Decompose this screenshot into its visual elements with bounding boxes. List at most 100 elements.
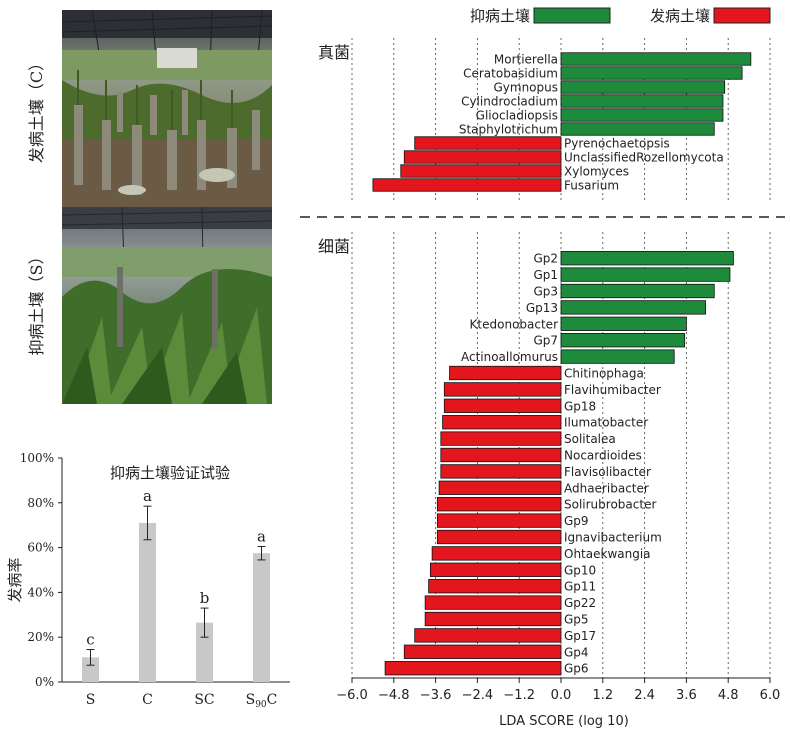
lda-bar-label: Fusarium bbox=[564, 179, 619, 193]
incidence-y-tick-label: 80% bbox=[27, 496, 54, 510]
lda-bar bbox=[384, 661, 562, 676]
lda-bar bbox=[440, 431, 562, 446]
label-suppressive-photo: 抑病土壤（S） bbox=[27, 248, 46, 356]
lda-x-tick-label: −3.6 bbox=[420, 688, 452, 703]
incidence-significance-letter: a bbox=[143, 487, 152, 505]
incidence-bar bbox=[196, 622, 213, 682]
lda-bar-label: Ilumatobacter bbox=[564, 416, 648, 430]
lda-bar-label: Actinoallomurus bbox=[461, 350, 558, 364]
incidence-y-tick-label: 100% bbox=[20, 451, 54, 465]
legend-conducive-label: 发病土壤 bbox=[650, 7, 710, 25]
lda-x-tick-label: −4.8 bbox=[378, 688, 410, 703]
lda-x-tick-label: 6.0 bbox=[760, 688, 781, 703]
lda-bar-label: Gp3 bbox=[533, 285, 558, 299]
lda-bar bbox=[438, 480, 562, 495]
incidence-y-tick-label: 40% bbox=[27, 585, 54, 599]
lda-bar-label: Gp9 bbox=[564, 514, 589, 528]
lda-bar-label: Gp6 bbox=[564, 662, 589, 676]
lda-x-tick-label: 0.0 bbox=[551, 688, 572, 703]
lda-bar bbox=[414, 136, 562, 150]
lda-bar bbox=[436, 513, 562, 528]
incidence-x-tick-label: C bbox=[142, 692, 153, 708]
lda-bar-label: Ohtaekwangia bbox=[564, 547, 651, 561]
lda-bar bbox=[436, 529, 562, 545]
lda-bar bbox=[560, 122, 715, 136]
lda-x-tick-label: 2.4 bbox=[634, 688, 655, 703]
lda-bar-label: Gp11 bbox=[564, 580, 596, 594]
lda-bar bbox=[424, 611, 562, 627]
lda-bar bbox=[443, 382, 562, 397]
lda-bar-label: Staphylotrichum bbox=[459, 123, 558, 137]
legend-conducive-swatch bbox=[713, 7, 771, 24]
incidence-y-tick-label: 20% bbox=[27, 630, 54, 644]
lda-bar bbox=[414, 628, 562, 643]
lda-x-tick-label: −1.2 bbox=[503, 688, 535, 703]
legend-suppressive-swatch bbox=[533, 7, 611, 24]
group-label-bacteria: 细菌 bbox=[318, 237, 350, 256]
lda-bar bbox=[442, 415, 562, 430]
group-label-fungi: 真菌 bbox=[318, 43, 350, 62]
legend: 抑病土壤 发病土壤 bbox=[470, 7, 771, 25]
lda-bar bbox=[403, 150, 562, 164]
incidence-x-tick-label: S90C bbox=[246, 692, 278, 710]
lda-bar-label: Ktedonobacter bbox=[470, 317, 559, 331]
label-conducive-photo: 发病土壤（C） bbox=[27, 54, 46, 164]
photo-suppressive-field bbox=[62, 207, 272, 404]
incidence-y-tick-label: 0% bbox=[35, 675, 54, 689]
lda-bar bbox=[436, 497, 562, 512]
legend-suppressive-label: 抑病土壤 bbox=[470, 7, 530, 25]
lda-bar-label: Gp22 bbox=[564, 596, 596, 610]
lda-bar bbox=[403, 644, 562, 659]
lda-bar bbox=[429, 562, 562, 577]
lda-bar bbox=[560, 283, 715, 299]
lda-bar-label: Gp18 bbox=[564, 399, 596, 413]
lda-bar bbox=[560, 300, 706, 315]
lda-bar-label: Ceratobasidium bbox=[463, 67, 558, 81]
lda-bar bbox=[400, 164, 562, 178]
lda-score-chart: 抑病土壤 发病土壤 真菌 细菌 MortierellaCeratobasidiu… bbox=[300, 7, 785, 729]
lda-bar-label: Solitalea bbox=[564, 432, 616, 446]
lda-bar bbox=[372, 178, 562, 192]
incidence-bars: c Sa Cb SC a S90C bbox=[82, 487, 277, 710]
lda-bar-label: Gliocladiopsis bbox=[476, 109, 558, 123]
lda-bar-label: Solirubrobacter bbox=[564, 498, 656, 512]
lda-bar bbox=[431, 546, 562, 561]
lda-bar-label: Flavisolibacter bbox=[564, 465, 651, 479]
lda-bar-label: Gp7 bbox=[533, 334, 558, 348]
lda-bar-label: Gp13 bbox=[526, 301, 558, 315]
incidence-bar bbox=[253, 553, 270, 682]
lda-bar bbox=[428, 579, 562, 594]
lda-x-tick-label: −2.4 bbox=[462, 688, 494, 703]
lda-bar-label: Gp2 bbox=[533, 252, 558, 266]
lda-bar bbox=[443, 398, 562, 413]
lda-bar bbox=[449, 365, 562, 381]
lda-bar-label: Gp10 bbox=[564, 563, 596, 577]
lda-x-axis: −6.0 −4.8 −3.6 −2.4 −1.2 0.0 1.2 2.4 3.6 4.8 6.0 bbox=[336, 677, 781, 703]
lda-bar bbox=[560, 251, 734, 266]
lda-bar-label: Gp1 bbox=[533, 268, 558, 282]
lda-x-axis-label: LDA SCORE (log 10) bbox=[499, 714, 629, 729]
lda-bar-label: Adhaeribacter bbox=[564, 481, 649, 495]
lda-bar-label: Mortierella bbox=[494, 53, 558, 67]
lda-bar-label: Xylomyces bbox=[564, 165, 629, 179]
incidence-significance-letter: a bbox=[257, 527, 266, 545]
photo-conducive-field bbox=[62, 10, 272, 207]
lda-x-tick-label: 3.6 bbox=[676, 688, 697, 703]
incidence-x-tick-label: S bbox=[86, 692, 96, 708]
lda-bar-label: Ignavibacterium bbox=[564, 531, 662, 545]
incidence-chart-title: 抑病土壤验证试验 bbox=[110, 464, 230, 482]
lda-x-tick-label: 4.8 bbox=[718, 688, 739, 703]
lda-bar bbox=[440, 464, 562, 479]
lda-bar bbox=[560, 108, 724, 122]
lda-x-tick-label: 1.2 bbox=[592, 688, 613, 703]
lda-bar bbox=[560, 94, 724, 108]
incidence-significance-letter: b bbox=[200, 589, 210, 607]
lda-bar bbox=[560, 267, 731, 282]
lda-bar bbox=[560, 316, 687, 331]
incidence-y-axis-label: 发病率 bbox=[6, 557, 24, 602]
lda-bar-label: Cylindrocladium bbox=[461, 95, 558, 109]
lda-bar-label: Gp17 bbox=[564, 629, 596, 643]
incidence-bar-chart: 抑病土壤验证试验 发病率 0% 20% 40% 60% 80% 100% c Sa Cb SC a… bbox=[6, 451, 290, 710]
lda-bar bbox=[560, 349, 675, 364]
incidence-bar bbox=[82, 657, 99, 682]
